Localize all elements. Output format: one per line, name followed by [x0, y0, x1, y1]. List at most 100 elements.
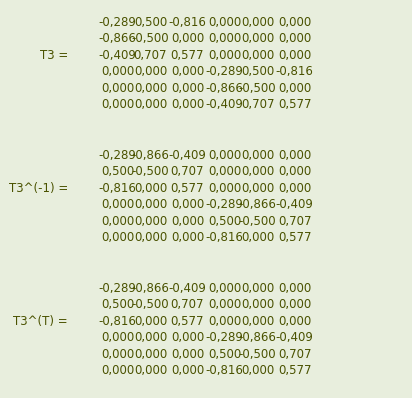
- Text: 0,707: 0,707: [241, 98, 274, 111]
- Text: 0,000: 0,000: [241, 32, 274, 45]
- Text: 0,000: 0,000: [101, 231, 134, 244]
- Text: 0,000: 0,000: [278, 282, 311, 295]
- Text: -0,289: -0,289: [98, 16, 136, 29]
- Text: 0,000: 0,000: [134, 98, 167, 111]
- Text: 0,707: 0,707: [278, 348, 311, 361]
- Text: 0,000: 0,000: [101, 331, 134, 344]
- Text: 0,000: 0,000: [208, 32, 241, 45]
- Text: 0,500: 0,500: [208, 348, 241, 361]
- Text: -0,866: -0,866: [239, 198, 276, 211]
- Text: 0,000: 0,000: [171, 331, 204, 344]
- Text: 0,000: 0,000: [241, 282, 274, 295]
- Text: 0,000: 0,000: [101, 348, 134, 361]
- Text: -0,816: -0,816: [98, 182, 136, 195]
- Text: 0,500: 0,500: [101, 298, 134, 311]
- Text: 0,000: 0,000: [278, 165, 311, 178]
- Text: T3 =: T3 =: [40, 49, 68, 62]
- Text: 0,000: 0,000: [208, 49, 241, 62]
- Text: -0,500: -0,500: [239, 348, 276, 361]
- Text: -0,500: -0,500: [131, 298, 169, 311]
- Text: 0,500: 0,500: [208, 215, 241, 228]
- Text: -0,500: -0,500: [239, 82, 276, 95]
- Text: -0,866: -0,866: [239, 331, 276, 344]
- Text: 0,000: 0,000: [208, 298, 241, 311]
- Text: 0,000: 0,000: [101, 215, 134, 228]
- Text: 0,000: 0,000: [241, 149, 274, 162]
- Text: -0,866: -0,866: [131, 282, 169, 295]
- Text: 0,000: 0,000: [278, 49, 311, 62]
- Text: 0,707: 0,707: [133, 49, 167, 62]
- Text: 0,000: 0,000: [241, 16, 274, 29]
- Text: -0,866: -0,866: [206, 82, 243, 95]
- Text: -0,500: -0,500: [131, 32, 169, 45]
- Text: 0,000: 0,000: [278, 82, 311, 95]
- Text: -0,866: -0,866: [98, 32, 136, 45]
- Text: 0,000: 0,000: [278, 315, 311, 328]
- Text: 0,000: 0,000: [134, 364, 167, 377]
- Text: 0,000: 0,000: [278, 182, 311, 195]
- Text: 0,000: 0,000: [278, 149, 311, 162]
- Text: 0,577: 0,577: [171, 182, 204, 195]
- Text: T3^(T) =: T3^(T) =: [13, 315, 68, 328]
- Text: 0,000: 0,000: [278, 16, 311, 29]
- Text: -0,866: -0,866: [131, 149, 169, 162]
- Text: 0,707: 0,707: [171, 298, 204, 311]
- Text: -0,289: -0,289: [206, 65, 243, 78]
- Text: 0,577: 0,577: [278, 231, 311, 244]
- Text: -0,289: -0,289: [206, 331, 243, 344]
- Text: -0,289: -0,289: [206, 198, 243, 211]
- Text: 0,000: 0,000: [171, 215, 204, 228]
- Text: -0,409: -0,409: [276, 331, 314, 344]
- Text: 0,000: 0,000: [171, 65, 204, 78]
- Text: 0,000: 0,000: [241, 298, 274, 311]
- Text: 0,577: 0,577: [171, 49, 204, 62]
- Text: 0,000: 0,000: [241, 165, 274, 178]
- Text: 0,000: 0,000: [134, 315, 167, 328]
- Text: -0,289: -0,289: [98, 149, 136, 162]
- Text: 0,577: 0,577: [171, 315, 204, 328]
- Text: -0,409: -0,409: [206, 98, 243, 111]
- Text: -0,816: -0,816: [276, 65, 314, 78]
- Text: 0,000: 0,000: [134, 231, 167, 244]
- Text: 0,577: 0,577: [278, 98, 311, 111]
- Text: 0,000: 0,000: [208, 182, 241, 195]
- Text: 0,000: 0,000: [134, 215, 167, 228]
- Text: 0,000: 0,000: [134, 182, 167, 195]
- Text: 0,000: 0,000: [208, 315, 241, 328]
- Text: 0,000: 0,000: [171, 364, 204, 377]
- Text: 0,000: 0,000: [241, 315, 274, 328]
- Text: 0,000: 0,000: [208, 282, 241, 295]
- Text: 0,000: 0,000: [171, 231, 204, 244]
- Text: 0,000: 0,000: [101, 364, 134, 377]
- Text: 0,000: 0,000: [171, 198, 204, 211]
- Text: -0,409: -0,409: [169, 282, 206, 295]
- Text: 0,707: 0,707: [171, 165, 204, 178]
- Text: -0,409: -0,409: [169, 149, 206, 162]
- Text: -0,289: -0,289: [98, 282, 136, 295]
- Text: 0,000: 0,000: [278, 32, 311, 45]
- Text: 0,000: 0,000: [134, 65, 167, 78]
- Text: 0,000: 0,000: [101, 98, 134, 111]
- Text: T3^(-1) =: T3^(-1) =: [9, 182, 68, 195]
- Bar: [0, 8, 412, 119]
- Text: 0,000: 0,000: [208, 149, 241, 162]
- Text: 0,500: 0,500: [241, 65, 274, 78]
- Text: 0,000: 0,000: [241, 182, 274, 195]
- Text: -0,409: -0,409: [276, 198, 314, 211]
- Text: -0,816: -0,816: [206, 231, 243, 244]
- Text: -0,500: -0,500: [239, 215, 276, 228]
- Text: 0,000: 0,000: [101, 65, 134, 78]
- Text: -0,500: -0,500: [131, 165, 169, 178]
- Text: -0,816: -0,816: [169, 16, 206, 29]
- Text: -0,816: -0,816: [206, 364, 243, 377]
- Text: 0,000: 0,000: [134, 82, 167, 95]
- Text: 0,000: 0,000: [241, 231, 274, 244]
- Text: 0,000: 0,000: [134, 331, 167, 344]
- Text: 0,000: 0,000: [101, 198, 134, 211]
- Text: 0,000: 0,000: [134, 348, 167, 361]
- Text: 0,000: 0,000: [208, 16, 241, 29]
- Text: 0,000: 0,000: [101, 82, 134, 95]
- Text: 0,500: 0,500: [101, 165, 134, 178]
- Text: 0,707: 0,707: [278, 215, 311, 228]
- Text: 0,000: 0,000: [171, 98, 204, 111]
